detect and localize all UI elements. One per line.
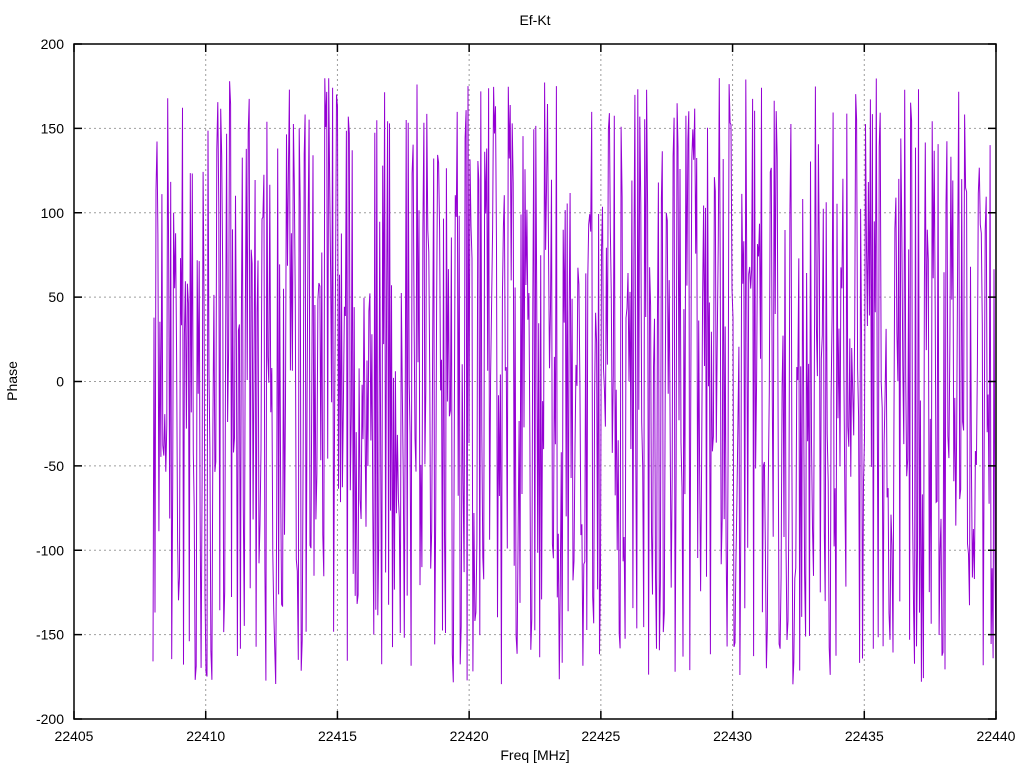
y-tick-label: 50 (48, 289, 64, 305)
y-tick-label: 100 (41, 205, 65, 221)
x-tick-label: 22420 (450, 728, 489, 744)
x-tick-label: 22440 (977, 728, 1016, 744)
chart-title: Ef-Kt (519, 12, 550, 28)
x-tick-label: 22410 (186, 728, 225, 744)
y-axis-label: Phase (4, 361, 20, 401)
phase-series-line (152, 78, 997, 685)
y-tick-label: 150 (41, 120, 65, 136)
y-tick-label: -150 (36, 627, 64, 643)
series-layer (152, 78, 997, 685)
x-tick-label: 22405 (55, 728, 94, 744)
tick-label-layer: 22405 22410 22415 22420 22425 22430 22435 22440… (36, 36, 1016, 744)
y-tick-label: 0 (56, 374, 64, 390)
axis-layer (73, 43, 997, 720)
x-axis-label: Freq [MHz] (500, 747, 569, 763)
y-tick-label: -50 (44, 458, 64, 474)
x-tick-label: 22430 (713, 728, 752, 744)
y-tick-label: -100 (36, 542, 64, 558)
x-tick-label: 22425 (581, 728, 620, 744)
x-tick-label: 22435 (845, 728, 884, 744)
y-tick-label: 200 (41, 36, 65, 52)
y-tick-label: -200 (36, 711, 64, 727)
x-tick-label: 22415 (318, 728, 357, 744)
